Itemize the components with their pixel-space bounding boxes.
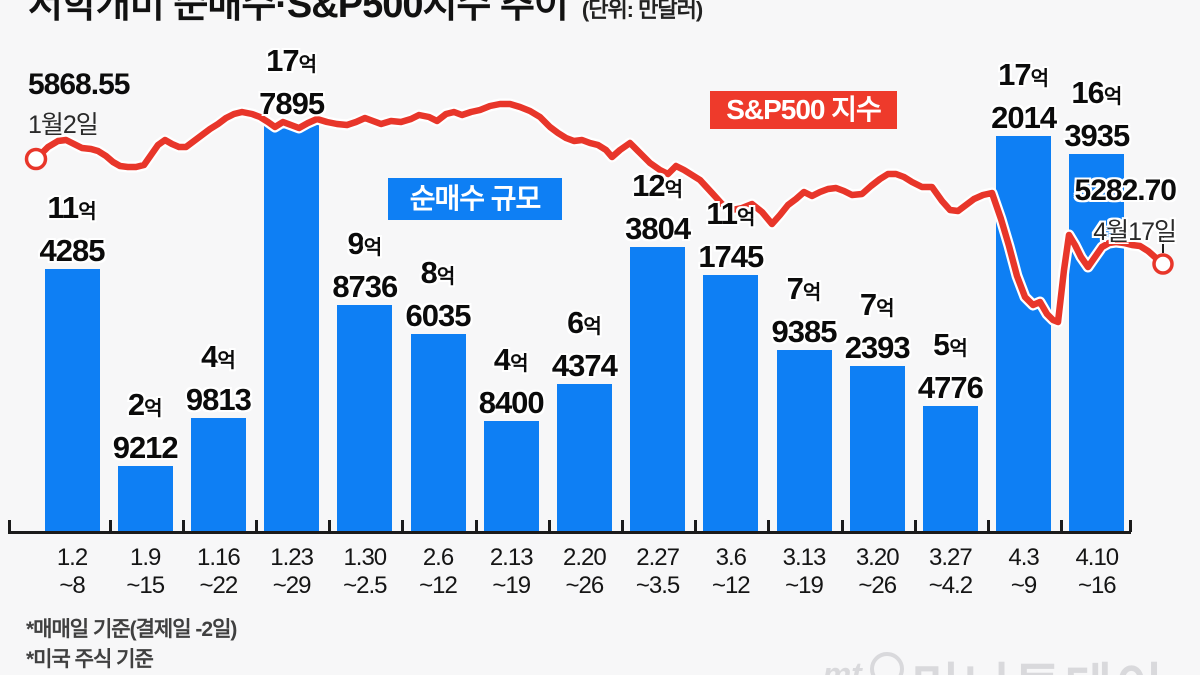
bar xyxy=(190,418,246,533)
line-start-date: 1월2일 xyxy=(28,111,99,139)
footnotes: *매매일 기준(결제일 -2일) *미국 주식 기준 xyxy=(26,615,237,675)
watermark-circle-logo-icon xyxy=(869,652,904,675)
x-axis-tick xyxy=(255,520,258,532)
x-axis-tick xyxy=(1060,520,1064,532)
x-axis-label: 2.13 ~19 xyxy=(489,544,534,599)
bar xyxy=(776,350,832,533)
x-axis-label: 3.27 ~4.2 xyxy=(928,544,973,599)
x-axis-tick xyxy=(181,520,185,532)
line-end-value: 5282.70 xyxy=(1074,174,1177,207)
x-axis-label: 1.23 ~29 xyxy=(270,544,314,599)
x-axis-tick xyxy=(621,520,624,532)
x-axis-tick xyxy=(840,520,844,532)
bar xyxy=(483,421,539,533)
x-axis-tick xyxy=(987,520,990,532)
line-end-date: 4월17일 xyxy=(1093,218,1177,246)
line-end-annotation: 5282.70 4월17일 xyxy=(1074,174,1177,248)
bar xyxy=(556,384,612,533)
x-axis-tick xyxy=(8,520,11,532)
x-axis-label: 4.10 ~16 xyxy=(1075,544,1119,599)
bar xyxy=(410,334,466,533)
bar xyxy=(337,305,393,533)
x-axis-tick xyxy=(474,520,478,532)
watermark-script-logo: mt xyxy=(822,656,862,675)
x-axis-label: 2.20 ~26 xyxy=(563,544,607,599)
x-axis-baseline xyxy=(8,531,1131,534)
x-axis-tick xyxy=(108,520,112,532)
x-axis-tick xyxy=(913,520,917,532)
x-axis-tick xyxy=(547,520,551,532)
x-axis-label: 1.2 ~8 xyxy=(56,544,88,599)
legend-line-series: S&P500 지수 xyxy=(710,91,897,129)
x-axis-label: 3.13 ~19 xyxy=(782,544,827,599)
x-axis-label: 1.30 ~2.5 xyxy=(343,544,387,599)
x-axis-tick xyxy=(1129,520,1132,532)
page-title: 서학개미 순매수·S&P500지수 추이 (단위: 만달러) xyxy=(28,0,703,28)
watermark-publisher-name: 머니투데이 xyxy=(912,646,1166,675)
x-axis-tick xyxy=(401,520,405,532)
x-axis-label: 3.6 ~12 xyxy=(711,544,751,599)
page-title-unit: (단위: 만달러) xyxy=(581,0,703,22)
x-axis-label: 1.9 ~15 xyxy=(126,544,165,599)
x-axis-label: 1.16 ~22 xyxy=(197,544,241,599)
x-axis-label: 2.27 ~3.5 xyxy=(635,544,680,599)
footnote-us-stocks: *미국 주식 기준 xyxy=(26,648,154,671)
legend-bar-series: 순매수 규모 xyxy=(388,178,562,220)
bar xyxy=(117,466,173,533)
footnote-trade-date: *매매일 기준(결제일 -2일) xyxy=(26,618,237,641)
line-start-value: 5868.55 xyxy=(28,68,130,101)
x-axis-tick xyxy=(767,520,771,532)
x-axis-tick xyxy=(328,520,332,532)
x-axis-label: 4.3 ~9 xyxy=(1008,544,1039,599)
bar xyxy=(922,406,978,533)
x-axis-label: 2.6 ~12 xyxy=(419,544,458,599)
publisher-watermark: mt 머니투데이 xyxy=(823,646,1166,675)
x-axis-label: 3.20 ~26 xyxy=(855,544,900,599)
line-start-annotation: 5868.55 1월2일 xyxy=(28,68,130,141)
page-title-text: 서학개미 순매수·S&P500지수 추이 xyxy=(28,0,569,26)
bar xyxy=(849,366,905,533)
x-axis-tick xyxy=(694,520,698,532)
